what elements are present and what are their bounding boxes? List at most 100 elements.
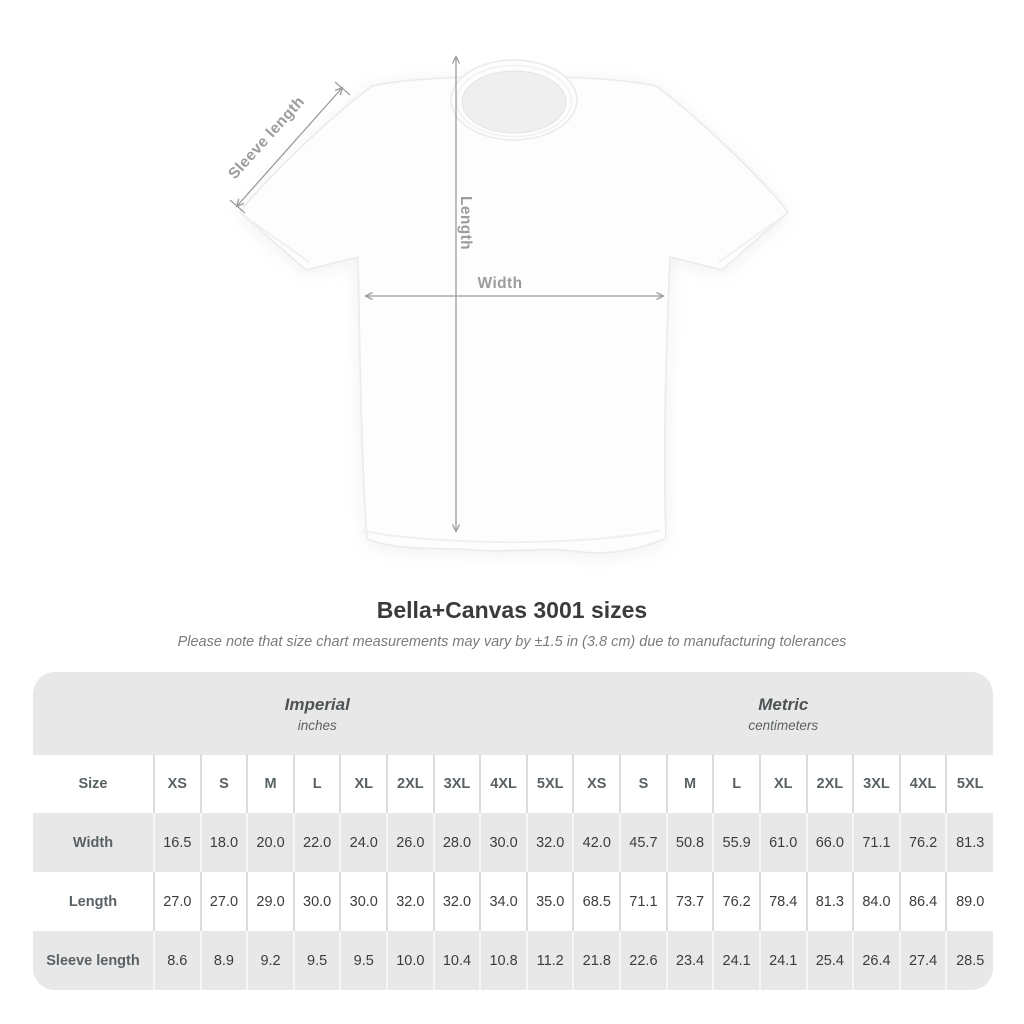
cell-width-imperial-l: 22.0 — [292, 813, 341, 872]
cell-length-metric-4xl: 86.4 — [898, 872, 947, 931]
size-header-metric-5xl: 5XL — [945, 755, 993, 813]
sleeve-dimension-end-tick-bottom — [229, 199, 246, 214]
bottom-hem-stitch-line — [362, 529, 662, 544]
cell-length-metric-s: 71.1 — [619, 872, 667, 931]
tolerance-note: Please note that size chart measurements… — [177, 634, 847, 650]
cell-sleeve-length-imperial-5xl: 11.2 — [525, 931, 574, 990]
imperial-group-unit: inches — [297, 717, 337, 733]
cell-length-metric-3xl: 84.0 — [852, 872, 900, 931]
row-label-width: Width — [72, 834, 114, 851]
page-title: Bella+Canvas 3001 sizes — [376, 597, 648, 623]
cell-sleeve-length-imperial-xl: 9.5 — [339, 931, 388, 990]
tshirt-measurement-diagram: Sleeve length Length Width — [225, 55, 790, 554]
tshirt-graphic — [238, 59, 790, 554]
size-header-imperial-xl: XL — [339, 755, 388, 813]
sleeve-dimension-line — [235, 86, 344, 208]
cell-length-metric-l: 76.2 — [712, 872, 760, 931]
cell-sleeve-length-imperial-xs: 8.6 — [153, 931, 201, 990]
cell-sleeve-length-metric-5xl: 28.5 — [945, 931, 993, 990]
imperial-group-title: Imperial — [284, 694, 350, 714]
cell-width-metric-3xl: 71.1 — [852, 813, 900, 872]
cell-width-imperial-3xl: 28.0 — [432, 813, 481, 872]
row-label-length: Length — [68, 893, 118, 910]
size-header-imperial-4xl: 4XL — [479, 755, 527, 813]
length-label: Length — [457, 196, 474, 250]
cell-width-metric-l: 55.9 — [712, 813, 760, 872]
measurement-row-2: Sleeve length 8.6 8.9 9.2 9.5 9.5 10.0 10.4 10.… — [33, 931, 993, 990]
cell-width-metric-s: 45.7 — [619, 813, 667, 872]
cell-sleeve-length-imperial-m: 9.2 — [246, 931, 294, 990]
cell-length-imperial-m: 29.0 — [246, 872, 294, 931]
metric-group-unit: centimeters — [748, 717, 819, 733]
cell-width-metric-5xl: 81.3 — [945, 813, 993, 872]
row-label-sleeve-length: Sleeve length — [46, 952, 140, 969]
cell-width-metric-m: 50.8 — [665, 813, 714, 872]
cell-sleeve-length-metric-m: 23.4 — [665, 931, 714, 990]
measurement-row-0: Width 16.5 18.0 20.0 22.0 24.0 26.0 28.0 30.0 32… — [33, 813, 993, 872]
cell-width-metric-2xl: 66.0 — [805, 813, 854, 872]
cell-sleeve-length-metric-l: 24.1 — [712, 931, 760, 990]
cell-sleeve-length-imperial-l: 9.5 — [292, 931, 341, 990]
cell-length-imperial-5xl: 35.0 — [525, 872, 574, 931]
cell-width-imperial-4xl: 30.0 — [479, 813, 527, 872]
cell-width-imperial-5xl: 32.0 — [525, 813, 574, 872]
cell-length-metric-5xl: 89.0 — [945, 872, 993, 931]
cell-length-metric-2xl: 81.3 — [805, 872, 854, 931]
cell-width-imperial-m: 20.0 — [246, 813, 294, 872]
cell-width-imperial-xl: 24.0 — [339, 813, 388, 872]
cell-length-imperial-2xl: 32.0 — [386, 872, 434, 931]
cell-length-imperial-4xl: 34.0 — [479, 872, 527, 931]
size-table-container: Imperial inches Metric centimeters Size … — [33, 672, 993, 990]
cell-width-imperial-s: 18.0 — [199, 813, 248, 872]
cell-length-imperial-xl: 30.0 — [339, 872, 388, 931]
size-header-imperial-xs: XS — [153, 755, 201, 813]
size-header-metric-xs: XS — [572, 755, 621, 813]
cell-width-metric-xl: 61.0 — [758, 813, 807, 872]
size-header-metric-4xl: 4XL — [898, 755, 947, 813]
cell-sleeve-length-metric-xs: 21.8 — [572, 931, 621, 990]
cell-length-metric-m: 73.7 — [665, 872, 714, 931]
size-header-metric-3xl: 3XL — [852, 755, 900, 813]
cell-sleeve-length-imperial-3xl: 10.4 — [432, 931, 481, 990]
size-header-metric-l: L — [712, 755, 760, 813]
size-header-imperial-l: L — [292, 755, 341, 813]
size-header-metric-2xl: 2XL — [805, 755, 854, 813]
size-header-label: Size — [78, 776, 108, 792]
right-sleeve-cuff-line — [718, 221, 776, 263]
cell-sleeve-length-metric-4xl: 27.4 — [898, 931, 947, 990]
unit-group-row: Imperial inches Metric centimeters — [33, 672, 993, 755]
size-header-imperial-s: S — [199, 755, 248, 813]
size-header-imperial-2xl: 2XL — [386, 755, 434, 813]
metric-group-header: Metric centimeters — [573, 672, 993, 755]
cell-length-imperial-l: 30.0 — [292, 872, 341, 931]
cell-sleeve-length-imperial-s: 8.9 — [199, 931, 248, 990]
cell-length-imperial-3xl: 32.0 — [432, 872, 481, 931]
cell-sleeve-length-metric-3xl: 26.4 — [852, 931, 900, 990]
measurement-row-1: Length 27.0 27.0 29.0 30.0 30.0 32.0 32.0 34.0 3… — [33, 872, 993, 931]
size-header-imperial-3xl: 3XL — [432, 755, 481, 813]
size-header-metric-s: S — [619, 755, 667, 813]
width-label: Width — [478, 275, 523, 292]
neck-opening — [461, 70, 567, 134]
cell-sleeve-length-metric-s: 22.6 — [619, 931, 667, 990]
cell-length-imperial-s: 27.0 — [199, 872, 248, 931]
size-header-imperial-5xl: 5XL — [525, 755, 574, 813]
cell-sleeve-length-metric-xl: 24.1 — [758, 931, 807, 990]
cell-length-metric-xl: 78.4 — [758, 872, 807, 931]
size-table: Imperial inches Metric centimeters Size … — [33, 672, 993, 990]
cell-width-metric-4xl: 76.2 — [898, 813, 947, 872]
left-sleeve-cuff-line — [252, 221, 310, 263]
metric-group-title: Metric — [758, 694, 809, 714]
cell-sleeve-length-metric-2xl: 25.4 — [805, 931, 854, 990]
cell-length-imperial-xs: 27.0 — [153, 872, 201, 931]
imperial-group-header: Imperial inches — [33, 672, 573, 755]
size-header-row: Size XS S M L XL 2XL 3XL 4XL 5XL XS S M L XL 2XL 3XL 4XL… — [33, 755, 993, 813]
cell-length-metric-xs: 68.5 — [572, 872, 621, 931]
size-header-imperial-m: M — [246, 755, 294, 813]
cell-width-imperial-xs: 16.5 — [153, 813, 201, 872]
sleeve-dimension-end-tick-top — [334, 81, 351, 96]
cell-width-metric-xs: 42.0 — [572, 813, 621, 872]
cell-width-imperial-2xl: 26.0 — [386, 813, 434, 872]
size-header-metric-m: M — [665, 755, 714, 813]
